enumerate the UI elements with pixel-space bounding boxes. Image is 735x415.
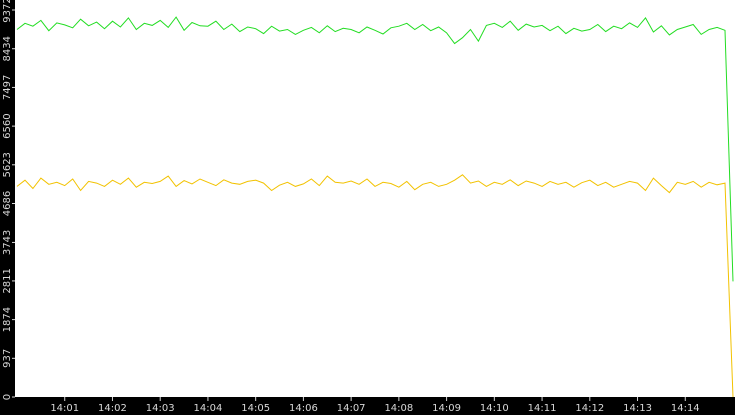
x-tick-label: 14:02 — [98, 403, 127, 414]
x-tick-label: 14:14 — [671, 403, 700, 414]
y-tick-label: 9372 — [2, 0, 13, 23]
y-tick-label: 5623 — [2, 152, 13, 177]
x-tick-label: 14:11 — [528, 403, 557, 414]
x-tick-label: 14:13 — [623, 403, 652, 414]
x-tick-label: 14:04 — [194, 403, 223, 414]
x-tick-label: 14:06 — [289, 403, 318, 414]
series-line — [16, 16, 734, 282]
y-tick-label: 4686 — [2, 191, 13, 216]
x-tick-label: 14:05 — [241, 403, 270, 414]
y-tick-label: 7497 — [2, 75, 13, 100]
y-tick-label: 937 — [2, 349, 13, 368]
y-tick-label: 2811 — [2, 268, 13, 293]
x-tick-label: 14:07 — [337, 403, 366, 414]
series-line — [16, 174, 734, 398]
x-tick-label: 14:10 — [480, 403, 509, 414]
x-tick-label: 14:01 — [50, 403, 79, 414]
y-tick-label: 1874 — [2, 307, 13, 332]
y-tick-label: 6560 — [2, 113, 13, 138]
x-tick-label: 14:08 — [384, 403, 413, 414]
y-tick-label: 8434 — [2, 36, 13, 61]
y-tick-label: 3743 — [2, 230, 13, 255]
y-tick-label: 0 — [2, 394, 13, 400]
x-tick-label: 14:12 — [575, 403, 604, 414]
x-tick-label: 14:09 — [432, 403, 461, 414]
x-tick-label: 14:03 — [146, 403, 175, 414]
plot-area — [15, 0, 735, 397]
